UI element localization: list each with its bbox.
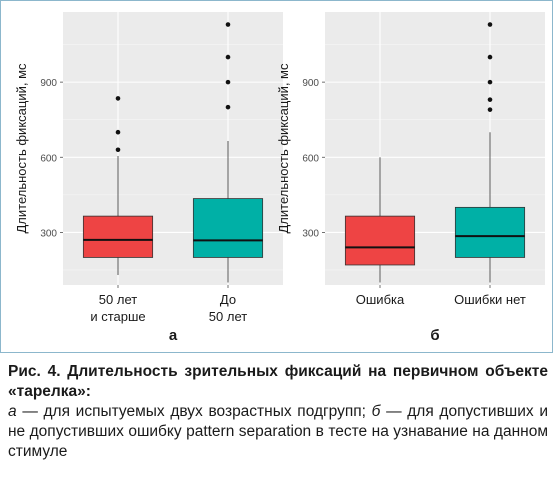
outlier-point (487, 97, 493, 102)
figure-caption: Рис. 4. Длительность зрительных фиксаций… (8, 362, 548, 462)
panel-label: а (169, 327, 178, 344)
caption-text-a: — для испытуемых двух возрастных подгруп… (16, 403, 372, 420)
y-axis-title: Длительность фиксаций, мс (276, 63, 291, 234)
caption-text-b: — для допустивших и не допустивших ошибк… (8, 403, 548, 460)
y-tick-label: 600 (40, 153, 57, 164)
box-iqr (454, 206, 526, 258)
outlier-point (115, 129, 121, 135)
box-iqr (192, 198, 264, 258)
boxplot-figure: 300 600 900 Длительность фиксаций, мс 50 лет… (14, 12, 545, 344)
caption-label-b: б (371, 403, 381, 420)
x-tick-label: До 50 лет (209, 292, 247, 324)
outlier-point (487, 79, 493, 85)
box-iqr (82, 215, 154, 258)
y-axis-title: Длительность фиксаций, мс (14, 63, 29, 234)
outlier-point (115, 96, 121, 101)
caption-text: а — для испытуемых двух возрастных подгр… (8, 402, 548, 462)
caption-label-a: а (8, 403, 17, 420)
x-tick-label: Ошибка (356, 292, 405, 307)
y-tick-label: 900 (40, 78, 57, 89)
outlier-point (115, 147, 121, 153)
outlier-point (225, 54, 231, 60)
outlier-point (487, 22, 493, 27)
x-tick-label: Ошибки нет (454, 292, 526, 307)
outlier-point (487, 107, 493, 112)
y-tick-label: 600 (302, 153, 319, 164)
outlier-point (225, 104, 231, 110)
y-tick-label: 300 (302, 228, 319, 239)
x-tick-label: 50 лет и старше (90, 292, 145, 324)
panel-label: б (430, 327, 439, 344)
outlier-point (225, 79, 231, 85)
outlier-point (487, 54, 493, 60)
y-tick-label: 300 (40, 228, 57, 239)
outlier-point (225, 22, 231, 27)
box-iqr (344, 215, 416, 266)
caption-title: Рис. 4. Длительность зрительных фиксаций… (8, 363, 548, 400)
y-tick-label: 900 (302, 78, 319, 89)
